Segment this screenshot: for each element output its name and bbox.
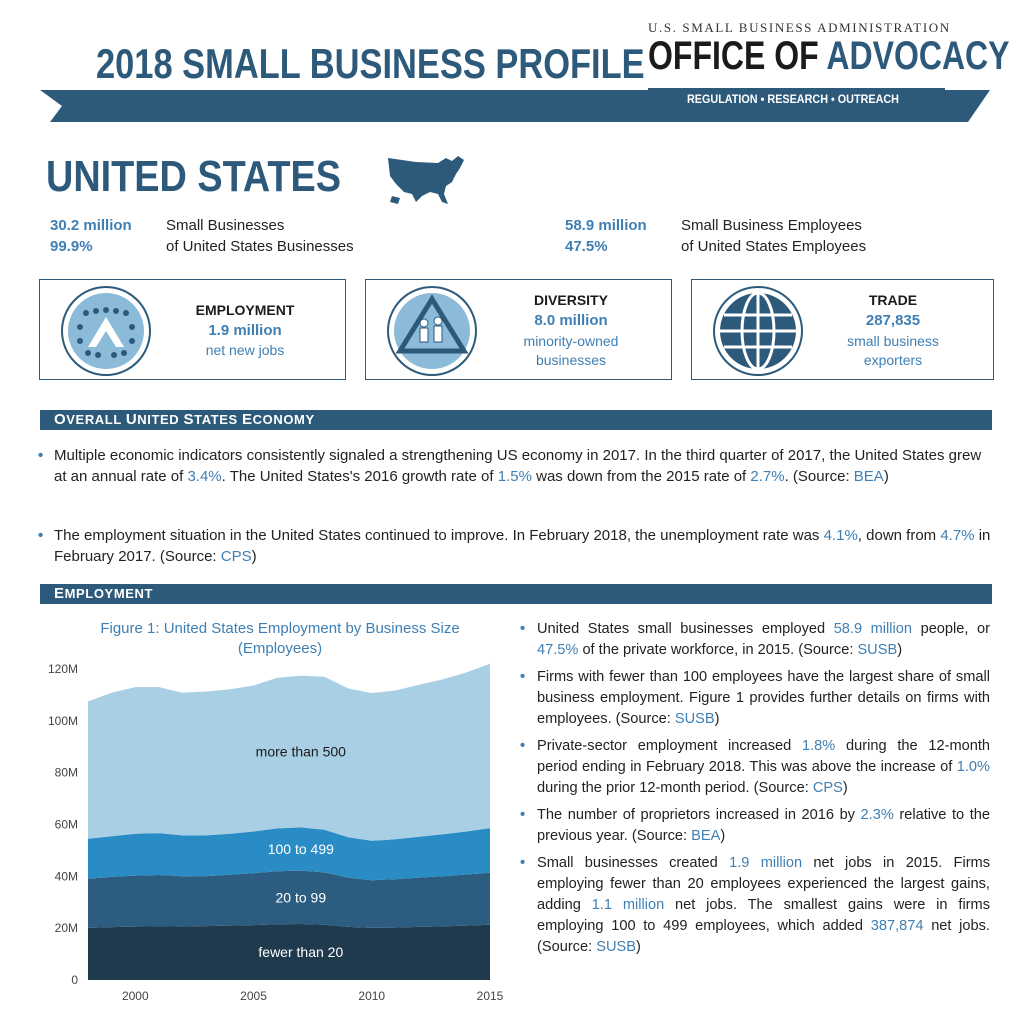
- y-tick-label: 20M: [55, 921, 78, 935]
- diversity-box-line2: businesses: [535, 352, 607, 368]
- trade-box: TRADE 287,835 small business exporters: [691, 279, 994, 380]
- employees-share: 47.5%: [565, 238, 608, 255]
- businesses-share: 99.9%: [50, 238, 93, 255]
- page-title: 2018 SMALL BUSINESS PROFILE: [96, 40, 645, 87]
- series-label: 20 to 99: [276, 889, 327, 905]
- employment-bullet-3: • Private-sector employment increased 1.…: [520, 738, 991, 796]
- y-tick-label: 120M: [48, 662, 78, 676]
- tagline: REGULATION • RESEARCH • OUTREACH: [687, 92, 899, 106]
- employees-value: 58.9 million: [565, 217, 647, 234]
- employment-bullet-5: • Small businesses created 1.9 million n…: [520, 855, 991, 955]
- figure-title: Figure 1: United States Employment by Bu…: [100, 620, 460, 657]
- state-name: UNITED STATES: [46, 152, 342, 201]
- trade-box-line1: small business: [847, 333, 939, 349]
- series-label: 100 to 499: [268, 841, 334, 857]
- us-map-icon: [388, 156, 464, 204]
- office-of-advocacy-logo: OFFICE OF ADVOCACY: [648, 34, 1010, 79]
- employees-share-label: of United States Employees: [681, 238, 867, 255]
- office-logo-part1: OFFICE OF: [648, 34, 819, 78]
- employment-box-line1: net new jobs: [205, 342, 285, 358]
- area-100-to-499: [88, 827, 490, 881]
- businesses-label: Small Businesses: [166, 217, 285, 234]
- section-header-employment: EMPLOYMENT: [40, 584, 992, 604]
- x-tick-label: 2015: [477, 989, 504, 1003]
- employment-icon: [61, 286, 151, 376]
- area-fewer-than-20: [88, 924, 490, 980]
- trade-box-line2: exporters: [863, 352, 923, 368]
- economy-bullet-2: • The employment situation in the United…: [38, 527, 991, 565]
- section-header-economy: OVERALL UNITED STATES ECONOMY: [40, 410, 992, 430]
- trade-box-title: TRADE: [868, 292, 918, 308]
- businesses-share-label: of United States Businesses: [166, 238, 354, 255]
- series-label: fewer than 20: [258, 944, 343, 960]
- trade-box-value: 287,835: [865, 312, 921, 329]
- diversity-box-value: 8.0 million: [534, 312, 608, 329]
- businesses-value: 30.2 million: [50, 217, 132, 234]
- employment-bullet-2: • Firms with fewer than 100 employees ha…: [520, 669, 990, 727]
- y-tick-label: 0: [71, 973, 78, 987]
- employment-bullets: • United States small businesses employe…: [520, 619, 990, 958]
- employment-box-title: EMPLOYMENT: [195, 302, 295, 318]
- employment-area-chart: 0 20M 40M 60M 80M 100M 120M 2000 2005 2010 2015 few…: [48, 662, 504, 1003]
- x-tick-label: 2005: [240, 989, 267, 1003]
- x-tick-label: 2000: [122, 989, 149, 1003]
- x-tick-label: 2010: [358, 989, 385, 1003]
- series-label: more than 500: [256, 744, 346, 760]
- diversity-box-line1: minority-owned: [523, 333, 619, 349]
- y-tick-label: 60M: [55, 818, 78, 832]
- employees-label: Small Business Employees: [681, 217, 862, 234]
- y-tick-label: 80M: [55, 766, 78, 780]
- employment-bullet-4: • The number of proprietors increased in…: [520, 807, 990, 844]
- diversity-icon: [387, 286, 477, 376]
- economy-bullet-1: • Multiple economic indicators consisten…: [38, 447, 982, 485]
- area-more-than-500: [88, 663, 490, 841]
- employment-bullet-1: • United States small businesses employe…: [520, 621, 990, 658]
- employment-box: EMPLOYMENT 1.9 million net new jobs: [39, 279, 346, 380]
- agency-name: U.S. SMALL BUSINESS ADMINISTRATION: [648, 20, 951, 35]
- y-tick-label: 100M: [48, 714, 78, 728]
- globe-icon: [713, 286, 803, 376]
- diversity-box-title: DIVERSITY: [534, 292, 608, 308]
- area-20-to-99: [88, 870, 490, 928]
- header-ribbon: [40, 88, 990, 122]
- employment-box-value: 1.9 million: [208, 322, 282, 339]
- y-tick-label: 40M: [55, 869, 78, 883]
- office-logo-part2: ADVOCACY: [826, 34, 1010, 78]
- diversity-box: DIVERSITY 8.0 million minority-owned bus…: [365, 279, 672, 380]
